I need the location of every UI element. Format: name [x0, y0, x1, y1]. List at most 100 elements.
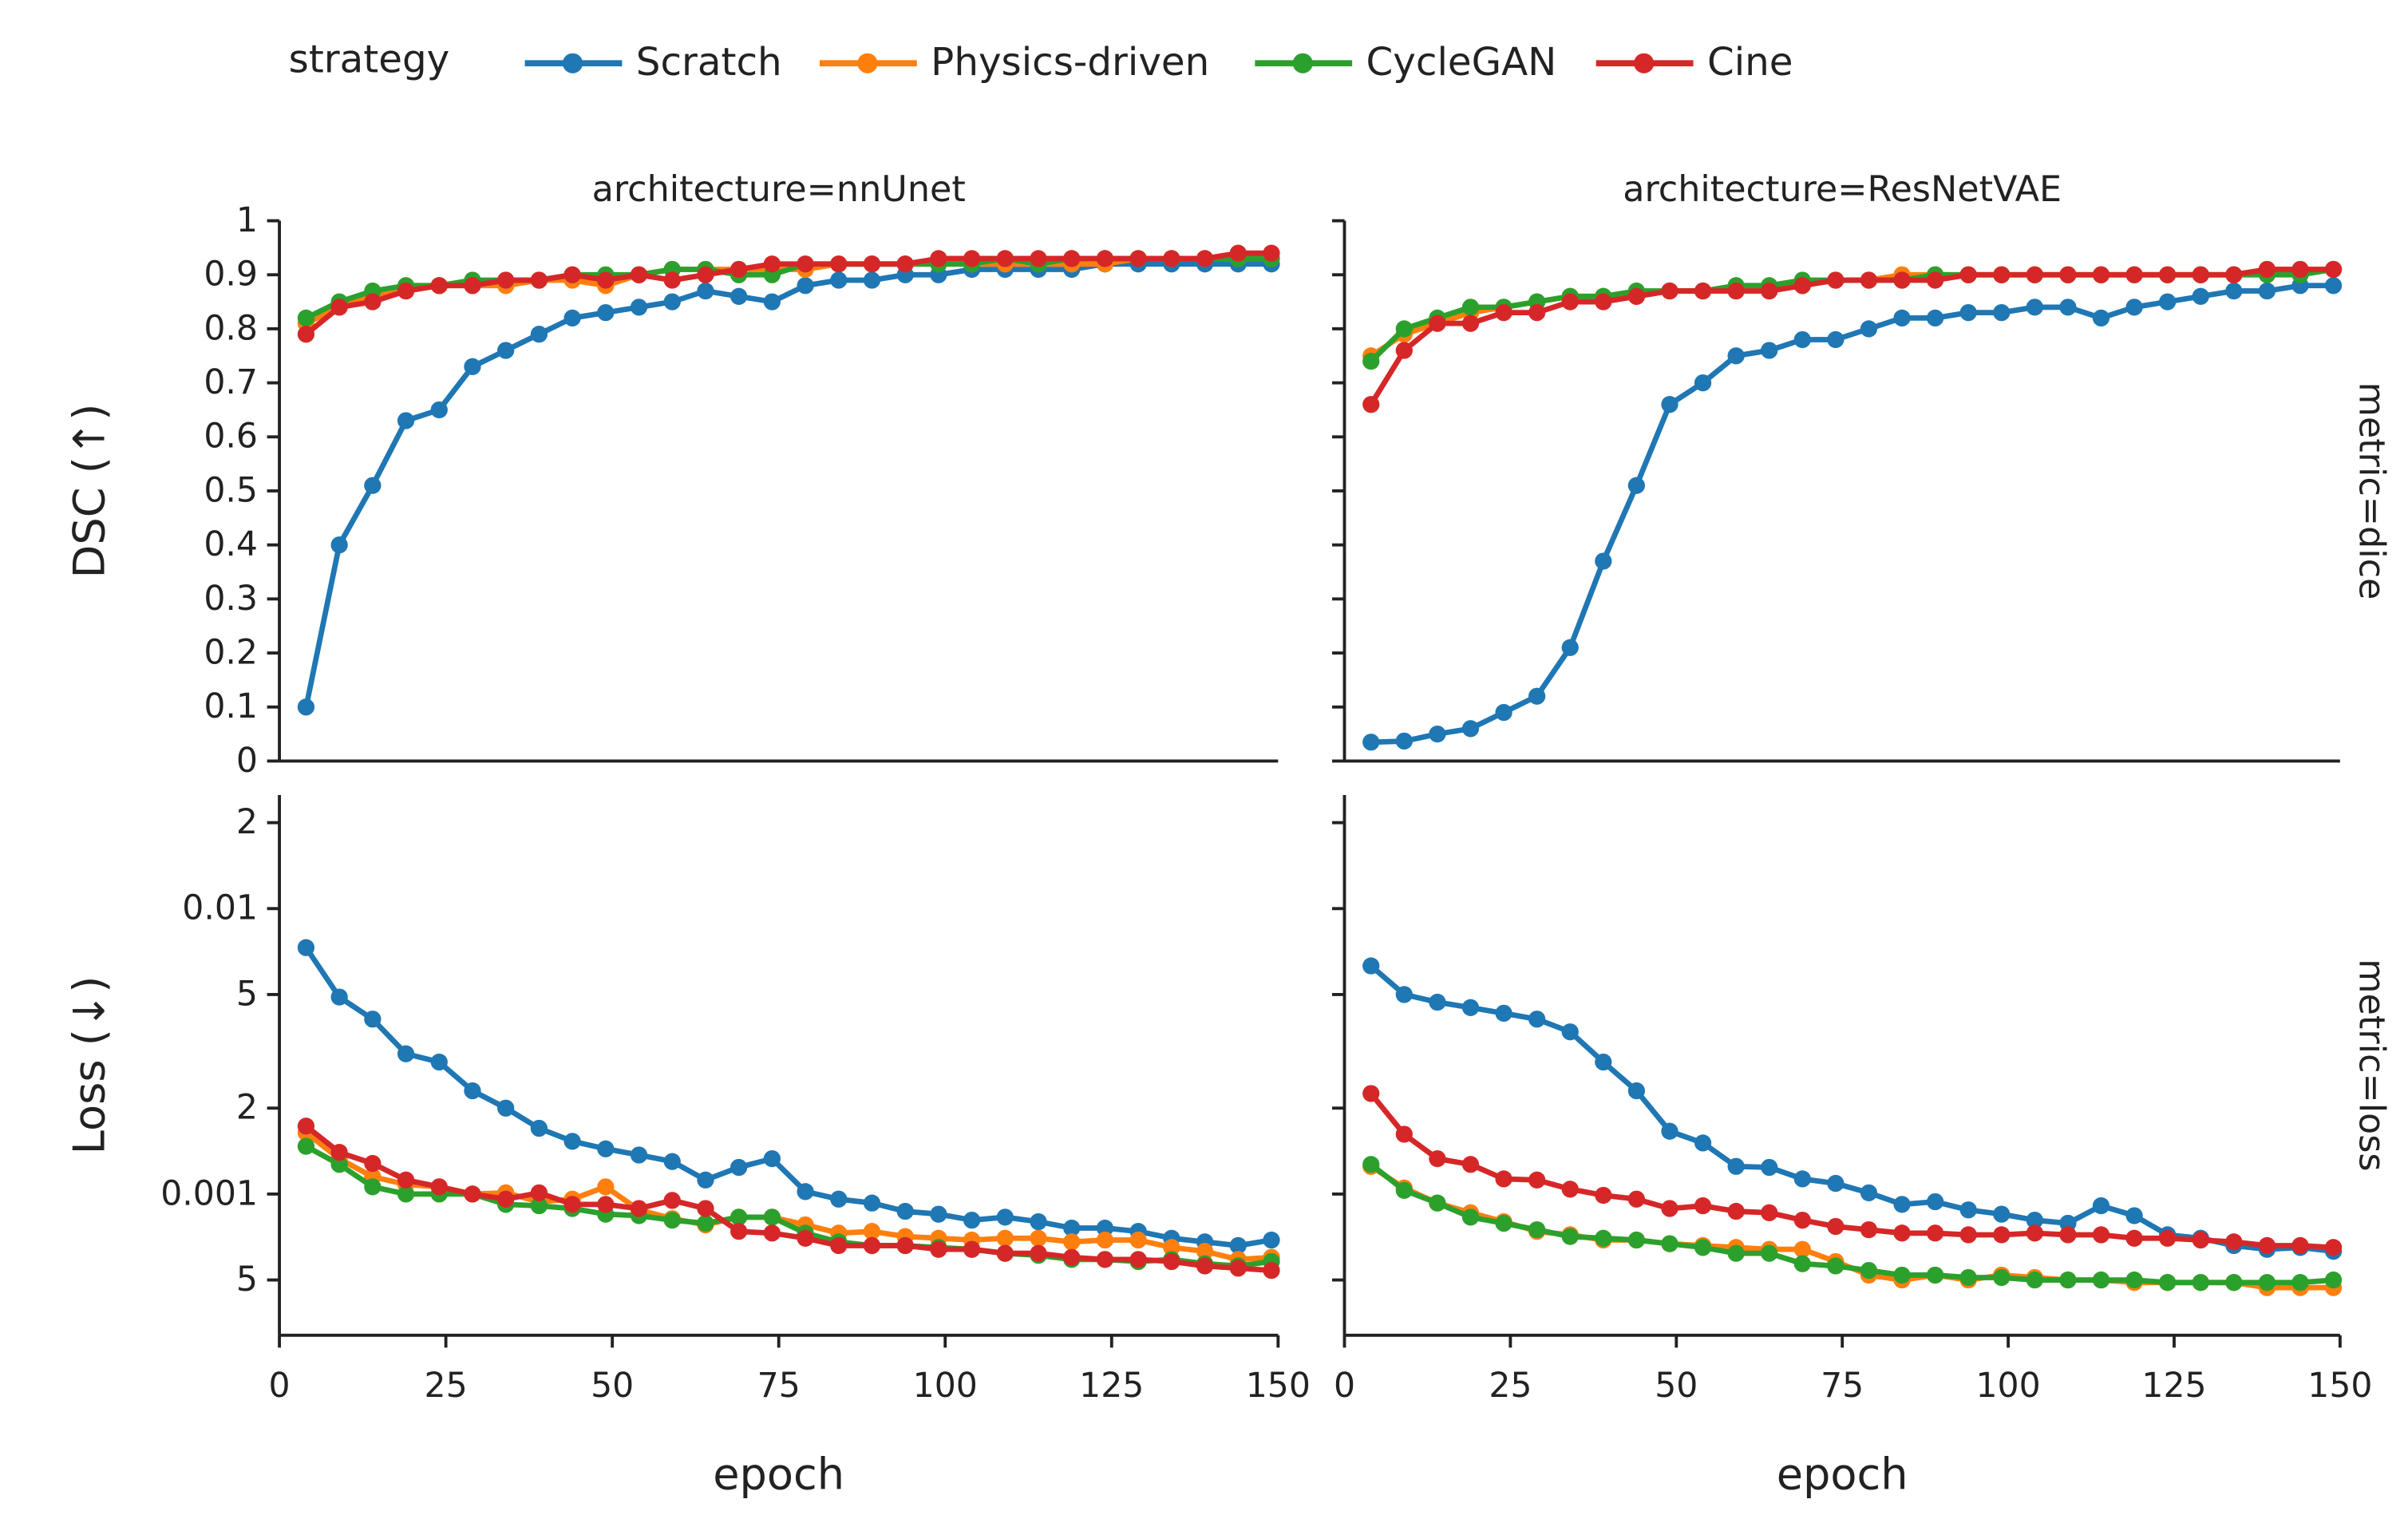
data-point — [2092, 309, 2110, 327]
data-point — [1395, 320, 1413, 338]
data-point — [1959, 303, 1977, 322]
data-point — [1926, 1266, 1944, 1284]
data-point — [2159, 266, 2177, 283]
data-point — [797, 277, 814, 295]
data-point — [497, 1190, 515, 1208]
data-point — [963, 1240, 981, 1258]
data-point — [2225, 282, 2243, 300]
data-point — [2324, 260, 2343, 279]
data-point — [597, 303, 615, 322]
data-point — [1661, 1200, 1678, 1217]
data-point — [630, 1200, 648, 1217]
data-point — [530, 326, 548, 343]
data-point — [730, 260, 748, 279]
data-point — [464, 1082, 481, 1100]
data-point — [1959, 1268, 1977, 1287]
data-point — [797, 255, 814, 273]
data-point — [1263, 244, 1280, 262]
data-point — [1395, 1125, 1413, 1143]
data-point — [1030, 1244, 1047, 1262]
legend-marker — [562, 53, 583, 73]
data-point — [597, 1178, 615, 1196]
data-point — [1096, 1231, 1114, 1249]
data-point — [1694, 374, 1712, 392]
x-tick-label: 150 — [1246, 1367, 1311, 1406]
data-point — [1096, 1251, 1114, 1268]
data-point — [663, 271, 681, 289]
data-point — [2291, 1236, 2309, 1255]
data-point — [1860, 320, 1878, 338]
data-point — [297, 326, 315, 343]
data-point — [896, 255, 914, 273]
x-axis-label: epoch — [1777, 1449, 1908, 1499]
data-point — [1993, 303, 2011, 322]
data-point — [1229, 1236, 1247, 1255]
series-line — [303, 946, 1272, 1248]
series-line — [303, 261, 1272, 708]
x-tick-label: 125 — [2141, 1367, 2206, 1406]
data-point — [430, 1178, 448, 1196]
data-point — [364, 477, 382, 494]
data-point — [2092, 1197, 2110, 1215]
data-point — [1429, 1149, 1446, 1168]
data-point — [1561, 1181, 1579, 1198]
data-point — [1661, 396, 1678, 413]
data-point — [1793, 1255, 1811, 1272]
x-tick-label: 100 — [913, 1367, 978, 1406]
x-tick-label: 75 — [757, 1367, 801, 1406]
legend-label: Cine — [1707, 40, 1793, 85]
series-line — [1369, 963, 2334, 1255]
data-point — [730, 1208, 748, 1226]
data-point — [1694, 1197, 1712, 1215]
x-axis-label: epoch — [713, 1449, 844, 1499]
data-point — [364, 1178, 382, 1196]
data-point — [2026, 299, 2043, 316]
data-point — [1893, 271, 1911, 289]
data-point — [1263, 1261, 1280, 1280]
data-point — [1561, 639, 1579, 656]
data-point — [330, 1144, 348, 1161]
data-point — [1627, 1190, 1646, 1208]
y-tick-label: 0.5 — [204, 471, 258, 510]
data-point — [397, 1045, 415, 1062]
data-point — [1627, 1082, 1646, 1100]
data-point — [697, 1200, 714, 1217]
data-point — [1129, 250, 1147, 267]
data-point — [530, 1184, 548, 1201]
data-point — [863, 255, 881, 273]
data-point — [963, 1211, 981, 1229]
data-point — [2225, 1233, 2243, 1251]
data-point — [297, 309, 315, 327]
x-tick-label: 25 — [425, 1367, 468, 1406]
data-point — [1495, 1004, 1512, 1022]
data-point — [1793, 1240, 1811, 1258]
y-tick-label: 0.01 — [182, 889, 258, 928]
data-point — [563, 1133, 581, 1150]
data-point — [1196, 250, 1214, 267]
data-point — [1860, 1220, 1878, 1239]
data-point — [930, 250, 947, 267]
data-point — [2258, 282, 2276, 300]
data-point — [830, 271, 848, 289]
data-point — [1595, 1053, 1612, 1071]
data-point — [1163, 1239, 1180, 1256]
data-point — [1362, 734, 1380, 751]
data-point — [1761, 1244, 1778, 1262]
data-point — [1129, 1231, 1147, 1249]
data-point — [1926, 271, 1944, 289]
data-point — [2258, 1236, 2276, 1255]
data-point — [1761, 1158, 1778, 1177]
data-point — [663, 1211, 681, 1229]
data-point — [1827, 1257, 1845, 1275]
data-point — [697, 282, 714, 300]
data-point — [2092, 266, 2110, 283]
data-point — [1429, 314, 1446, 332]
legend-marker — [857, 53, 878, 73]
y-tick-label: 5 — [236, 975, 258, 1014]
data-point — [2258, 260, 2276, 279]
data-point — [930, 1205, 947, 1223]
data-point — [330, 536, 348, 554]
data-point — [863, 1236, 881, 1255]
data-point — [563, 309, 581, 327]
panel-title: architecture=ResNetVAE — [1623, 169, 2062, 210]
